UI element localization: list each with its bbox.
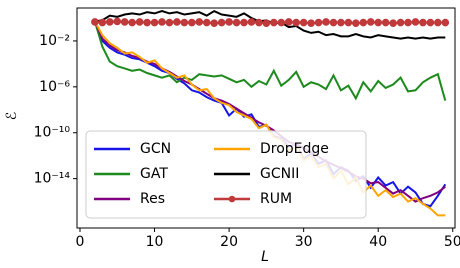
legend-label: GCN: [140, 141, 171, 157]
series-marker: [441, 18, 450, 27]
legend-label: Res: [140, 191, 165, 207]
series-marker: [106, 18, 114, 26]
series-marker: [314, 18, 323, 27]
series-marker: [135, 18, 144, 26]
series-marker: [366, 18, 375, 26]
series-marker: [396, 18, 405, 27]
series-marker: [381, 18, 390, 27]
series-marker: [210, 19, 218, 28]
series-marker: [411, 18, 420, 26]
series-marker: [180, 18, 189, 27]
legend-label: RUM: [260, 191, 292, 207]
series-marker: [255, 18, 263, 27]
series-marker: [352, 19, 360, 28]
y-axis-label: ℰ: [4, 112, 20, 120]
series-marker: [329, 18, 338, 27]
series-marker: [202, 18, 211, 27]
series-marker: [262, 19, 271, 28]
x-tick-label: 40: [369, 234, 387, 250]
x-tick-label: 10: [146, 234, 164, 250]
series-line: [93, 21, 447, 101]
series-marker: [419, 18, 427, 27]
x-tick-label: 50: [444, 234, 460, 250]
series-marker: [359, 18, 368, 27]
series-marker: [292, 18, 300, 27]
series-marker: [404, 18, 412, 27]
series-marker: [322, 18, 330, 26]
series-marker: [91, 18, 99, 26]
series-marker: [173, 18, 181, 26]
series-marker: [299, 18, 308, 27]
series-marker: [247, 18, 256, 26]
series-marker: [344, 18, 353, 27]
series-marker: [113, 17, 122, 26]
series-marker: [217, 18, 226, 27]
series-marker: [284, 18, 293, 26]
y-tick-label: 10⁻⁶: [39, 79, 70, 95]
series-marker: [307, 19, 315, 28]
series-marker: [98, 18, 107, 27]
series-marker: [374, 18, 383, 27]
series-marker: [337, 18, 345, 27]
x-tick-label: 20: [220, 234, 238, 250]
series-marker: [426, 18, 435, 27]
x-tick-label: 30: [295, 234, 313, 250]
series-marker: [158, 18, 166, 26]
series-marker: [128, 18, 136, 27]
x-axis-label: L: [261, 249, 269, 265]
series-marker: [225, 18, 233, 26]
series-marker: [150, 18, 159, 27]
legend-label: GAT: [140, 166, 168, 182]
series-marker: [270, 18, 278, 27]
series-marker: [389, 19, 397, 28]
y-tick-label: 10⁻²: [39, 33, 70, 49]
series-marker: [120, 18, 129, 26]
series-marker: [240, 18, 248, 27]
legend-label: DropEdge: [260, 141, 329, 157]
x-tick-label: 0: [76, 234, 85, 250]
legend-marker: [228, 195, 236, 203]
legend-label: GCNII: [260, 166, 299, 182]
series-marker: [188, 18, 196, 27]
plot-frame: [76, 7, 456, 229]
series-marker: [434, 18, 442, 27]
series-marker: [232, 18, 241, 27]
y-tick-label: 10⁻¹⁴: [34, 171, 71, 187]
series-marker: [195, 18, 204, 26]
series-line: [93, 21, 446, 203]
y-tick-label: 10⁻¹⁰: [34, 125, 71, 141]
series-marker: [277, 18, 286, 27]
series-marker: [165, 18, 174, 27]
series-marker: [143, 18, 151, 27]
